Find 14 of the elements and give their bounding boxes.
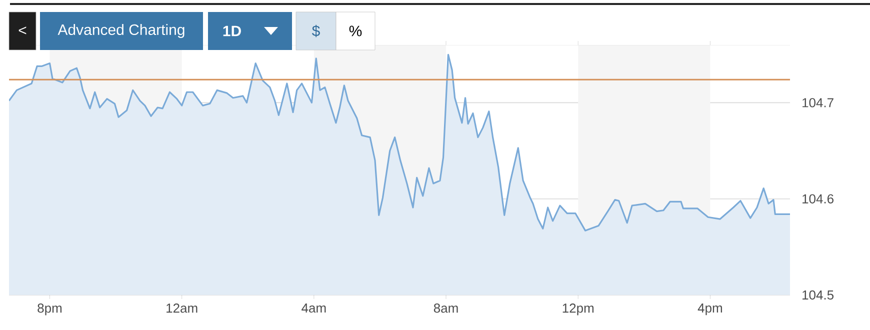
x-tick-label: 4pm: [698, 304, 722, 316]
text: $: [312, 24, 320, 38]
text: 1D: [223, 26, 241, 36]
y-tick-label: 104.5: [802, 290, 834, 300]
text: Advanced Charting: [58, 24, 184, 38]
y-tick-label: 104.6: [802, 194, 834, 204]
x-tick-label: 4am: [302, 304, 326, 313]
y-tick-label: 104.7: [802, 98, 834, 108]
x-tick-label: 12am: [166, 304, 198, 313]
text: <: [18, 26, 26, 34]
x-tick-label: 8am: [434, 304, 458, 313]
x-tick-label: 8pm: [38, 304, 62, 316]
text: %: [349, 26, 362, 36]
x-tick-label: 12pm: [562, 304, 594, 316]
